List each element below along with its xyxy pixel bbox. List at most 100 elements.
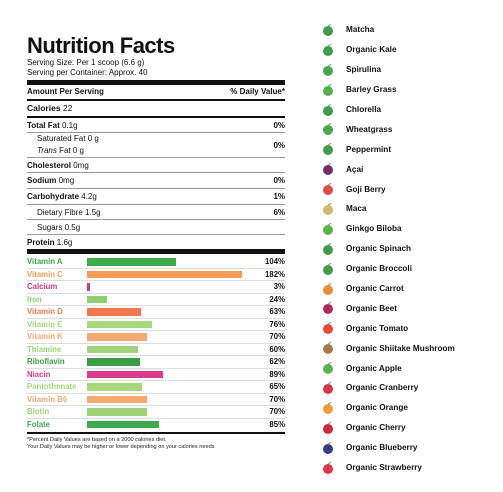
vitamin-dv: 70%: [269, 407, 285, 416]
total-fat-label: Total Fat: [27, 120, 60, 130]
protein-label: Protein: [27, 237, 55, 247]
ingredient-item: Organic Blueberry: [321, 438, 503, 458]
vitamin-name: Folate: [27, 419, 50, 429]
dietary-fibre-label: Dietary Fibre: [37, 207, 83, 217]
apple-icon: [321, 361, 335, 375]
total-fat-amount: 0.1g: [61, 120, 78, 130]
vitamin-name: Vitamin K: [27, 332, 63, 341]
ingredient-name: Matcha: [346, 25, 375, 35]
vitamin-dv: 76%: [269, 319, 285, 329]
cholesterol-row: Cholesterol 0mg: [27, 158, 285, 172]
dietary-fibre-amount: 1.5g: [85, 207, 101, 217]
barley-grass-icon: [321, 83, 335, 97]
ingredient-name: Wheatgrass: [346, 124, 393, 134]
vitamin-dv: 62%: [269, 357, 285, 366]
ingredient-name: Organic Spinach: [346, 244, 412, 254]
amount-header: Amount Per Serving: [27, 87, 104, 96]
trans-fat-label: Trans: [37, 146, 57, 155]
beet-icon: [321, 301, 335, 315]
ingredient-item: Organic Apple: [321, 358, 503, 378]
ingredient-name: Organic Cherry: [346, 423, 406, 433]
ingredient-item: Barley Grass: [321, 80, 503, 100]
carbohydrate-amount: 4.2g: [81, 192, 97, 201]
vitamin-name: Vitamin A: [27, 257, 63, 266]
vitamin-row: Thiamine 60%: [27, 344, 285, 356]
vitamin-bar: [87, 270, 242, 278]
dietary-fibre-dv: 6%: [273, 207, 285, 217]
vitamin-dv: 65%: [269, 382, 285, 391]
vitamin-row: Vitamin E 76%: [27, 319, 285, 331]
strawberry-icon: [321, 461, 335, 475]
carbohydrate-label: Carbohydrate: [27, 192, 80, 201]
vitamin-dv: 63%: [269, 307, 285, 316]
ingredient-item: Spirulina: [321, 60, 503, 80]
sodium-label: Sodium: [27, 176, 57, 185]
vitamin-dv: 70%: [269, 332, 285, 341]
blueberry-icon: [321, 441, 335, 455]
ingredient-name: Organic Blueberry: [346, 443, 418, 453]
cranberry-icon: [321, 381, 335, 395]
divider-thick: [27, 249, 285, 254]
vitamin-bar: [87, 283, 90, 291]
tomato-icon: [321, 321, 335, 335]
ingredient-item: Organic Broccoli: [321, 259, 503, 279]
divider-thick: [27, 80, 285, 85]
broccoli-icon: [321, 262, 335, 276]
vitamin-row: Calcium 3%: [27, 281, 285, 293]
vitamin-bar: [87, 370, 163, 378]
peppermint-icon: [321, 142, 335, 156]
calories-label: Calories: [27, 103, 61, 113]
vitamin-bar: [87, 358, 140, 366]
vitamin-row: Pantothenate 65%: [27, 381, 285, 393]
ingredient-name: Organic Tomato: [346, 323, 409, 333]
ingredient-item: Açaí: [321, 159, 503, 179]
vitamin-bar: [87, 345, 139, 353]
sodium-dv: 0%: [273, 176, 285, 185]
carrot-icon: [321, 282, 335, 296]
ingredient-item: Organic Shiitake Mushroom: [321, 338, 503, 358]
vitamin-row: Niacin 89%: [27, 369, 285, 381]
vitamin-bar: [87, 295, 108, 303]
vitamin-name: Vitamin C: [27, 269, 63, 279]
vitamin-dv: 104%: [265, 257, 285, 266]
serving-per-container: Serving per Container: Approx. 40: [27, 68, 148, 77]
dietary-fibre-row: Dietary Fibre 1.5g 6%: [27, 205, 285, 219]
acai-icon: [321, 162, 335, 176]
spinach-icon: [321, 242, 335, 256]
vitamin-name: Pantothenate: [27, 382, 77, 391]
vitamin-bar: [87, 258, 176, 266]
vitamin-name: Biotin: [27, 407, 50, 416]
calories-row: Calories 22: [27, 101, 285, 116]
ingredient-item: Organic Spinach: [321, 239, 503, 259]
vitamin-dv: 182%: [265, 269, 285, 279]
cholesterol-amount: 0mg: [73, 160, 89, 170]
vitamin-bar: [87, 383, 143, 391]
vitamin-bar: [87, 333, 147, 341]
footnote-line-1: *Percent Daily Values are based on a 200…: [27, 437, 167, 443]
ingredient-name: Peppermint: [346, 144, 392, 154]
ingredient-name: Organic Strawberry: [346, 463, 422, 473]
table-header: Amount Per Serving % Daily Value*: [27, 85, 285, 99]
cholesterol-label: Cholesterol: [27, 160, 72, 170]
ginkgo-icon: [321, 222, 335, 236]
vitamin-dv: 70%: [269, 394, 285, 404]
carbohydrate-row: Carbohydrate 4.2g 1%: [27, 189, 285, 204]
ingredient-item: Organic Beet: [321, 298, 503, 318]
ingredient-item: Organic Kale: [321, 40, 503, 60]
spirulina-icon: [321, 63, 335, 77]
ingredient-name: Organic Carrot: [346, 284, 404, 294]
footnote: *Percent Daily Values are based on a 200…: [27, 437, 285, 451]
wheatgrass-icon: [321, 122, 335, 136]
vitamin-name: Iron: [27, 294, 42, 304]
ingredient-name: Spirulina: [346, 65, 382, 75]
ingredient-item: Chlorella: [321, 100, 503, 120]
sugars-row: Sugars 0.5g: [27, 220, 285, 234]
ingredient-list: Matcha Organic Kale Spirulina Barley Grass C…: [321, 20, 503, 477]
vitamin-name: Riboflavin: [27, 357, 65, 366]
ingredient-name: Goji Berry: [346, 184, 386, 194]
kale-icon: [321, 43, 335, 57]
vitamin-dv: 24%: [269, 294, 285, 304]
vitamin-dv: 89%: [269, 369, 285, 379]
dv-header: % Daily Value*: [230, 87, 285, 96]
sugars-label: Sugars: [37, 222, 63, 232]
